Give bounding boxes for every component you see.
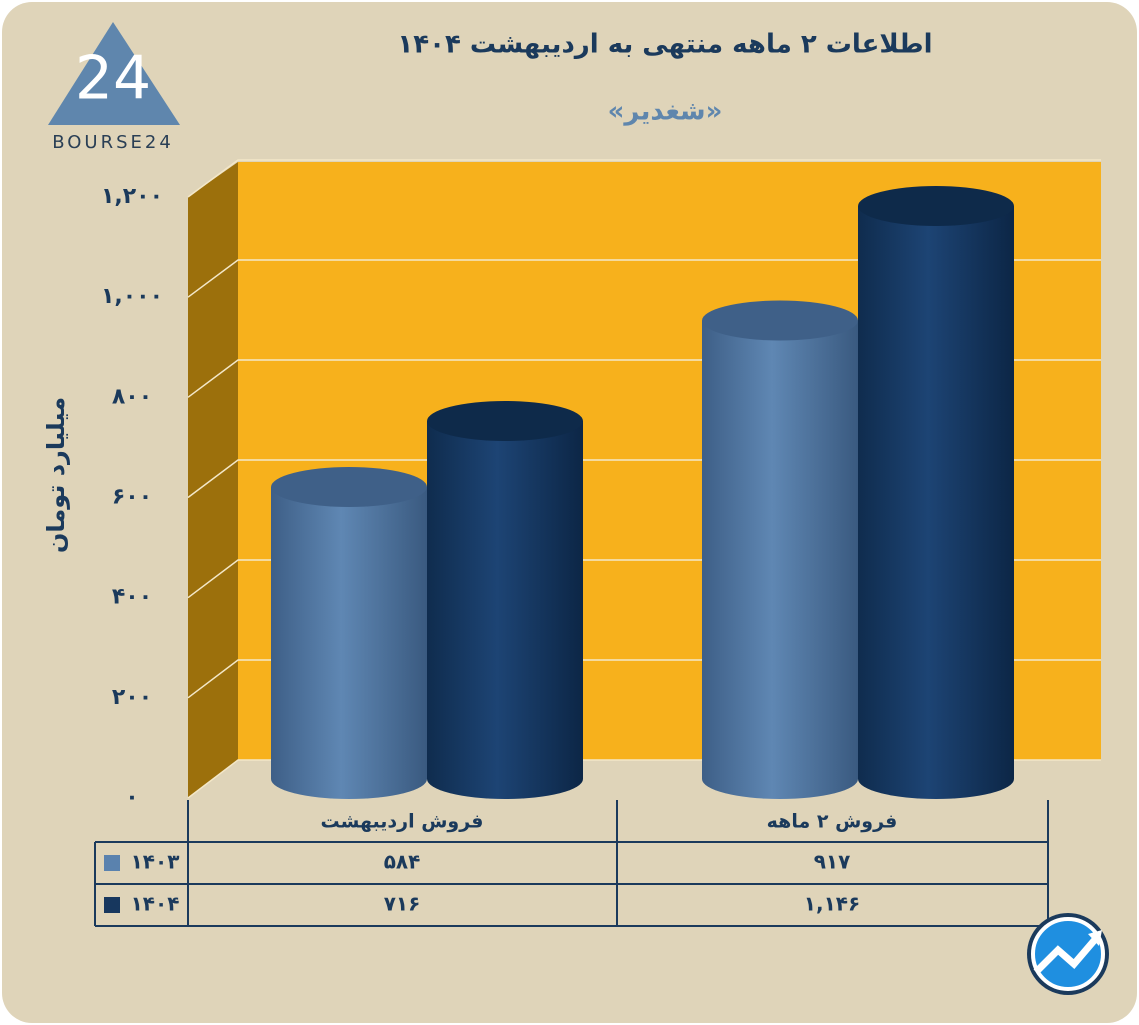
bar-body xyxy=(427,421,583,799)
logo-mark: 24 xyxy=(75,44,151,114)
y-tick-label: ۱,۲۰۰ xyxy=(101,184,163,209)
logo-triangle xyxy=(48,22,180,125)
y-axis-label: میلیارد تومان xyxy=(42,397,70,553)
chart-subtitle: «شغدیر» xyxy=(608,97,723,127)
legend-label: ۱۴۰۳ xyxy=(131,850,180,874)
logo-text: BOURSE24 xyxy=(52,132,174,153)
legend-swatch xyxy=(104,855,120,871)
table-value: ۹۱۷ xyxy=(814,850,851,874)
bar-top xyxy=(858,186,1014,226)
chart-title: اطلاعات ۲ ماهه منتهی به اردیبهشت ۱۴۰۴ xyxy=(397,30,932,60)
table-value: ۱,۱۴۶ xyxy=(804,892,860,916)
table-value: ۷۱۶ xyxy=(384,892,421,916)
y-tick-label: ۸۰۰ xyxy=(112,384,152,409)
grid-line xyxy=(187,159,1101,198)
side-wall xyxy=(188,162,238,798)
bar-top xyxy=(271,467,427,507)
legend-label: ۱۴۰۴ xyxy=(131,892,180,916)
logo: 24 BOURSE24 xyxy=(48,22,180,153)
bar-body xyxy=(271,487,427,799)
x-tick-label: فروش اردیبهشت xyxy=(321,811,484,833)
brand-icon xyxy=(1027,913,1109,995)
y-tick-label: ۶۰۰ xyxy=(112,485,152,510)
bar-body xyxy=(702,320,858,799)
legend-swatch xyxy=(104,897,120,913)
bar-body xyxy=(858,206,1014,799)
bar xyxy=(427,401,583,799)
grid-line xyxy=(187,259,1101,298)
y-tick-label: ۲۰۰ xyxy=(112,685,152,710)
bar-top xyxy=(427,401,583,441)
bar xyxy=(702,300,858,799)
bar xyxy=(858,186,1014,799)
table xyxy=(94,800,1049,927)
y-tick-label: ۴۰۰ xyxy=(112,585,152,610)
x-tick-label: فروش ۲ ماهه xyxy=(767,811,898,833)
y-tick-label: ۱,۰۰۰ xyxy=(101,284,163,309)
bar-top xyxy=(702,300,858,341)
bar xyxy=(271,467,427,799)
table-value: ۵۸۴ xyxy=(384,850,421,874)
y-tick-label: ۰ xyxy=(125,785,138,810)
